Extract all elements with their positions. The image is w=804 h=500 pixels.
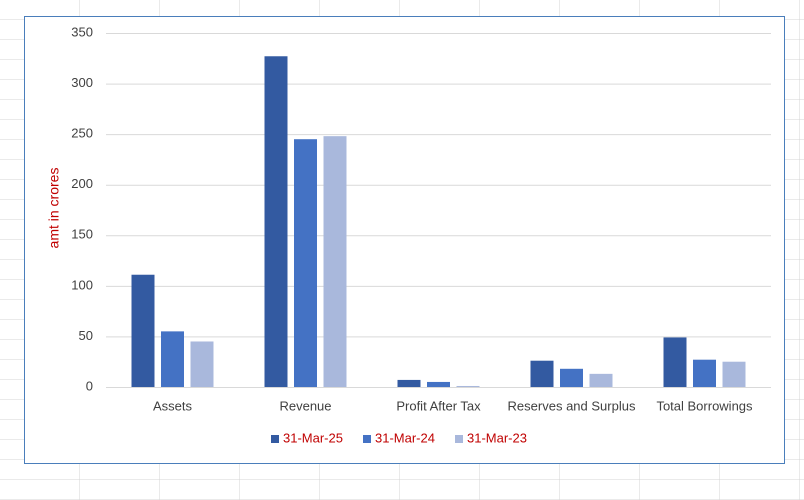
bar (456, 385, 480, 387)
y-tick-label: 250 (71, 126, 93, 141)
bar (722, 361, 746, 387)
bar (294, 139, 317, 387)
legend-swatch (455, 435, 463, 443)
x-tick-label: Profit After Tax (396, 398, 481, 413)
y-tick-label: 300 (71, 75, 93, 90)
y-axis-label: amt in crores (46, 168, 62, 249)
bar (323, 136, 347, 387)
bar (190, 341, 214, 387)
x-tick-label: Total Borrowings (656, 398, 753, 413)
legend-swatch (363, 435, 371, 443)
bar (161, 331, 184, 387)
legend-label: 31-Mar-25 (283, 430, 343, 445)
legend-swatch (271, 435, 279, 443)
y-tick-label: 100 (71, 277, 93, 292)
y-tick-label: 0 (86, 378, 93, 393)
bar (693, 359, 716, 387)
y-tick-label: 150 (71, 227, 93, 242)
legend-label: 31-Mar-23 (467, 430, 527, 445)
x-tick-label: Reserves and Surplus (508, 398, 636, 413)
bar (530, 360, 554, 387)
bar (589, 373, 613, 387)
legend-label: 31-Mar-24 (375, 430, 435, 445)
bar (131, 274, 155, 387)
bar (427, 381, 450, 387)
x-tick-label: Revenue (279, 398, 331, 413)
chart-frame (24, 16, 785, 464)
bar (264, 56, 288, 388)
bar (397, 379, 421, 387)
bar (663, 337, 687, 387)
y-tick-label: 200 (71, 176, 93, 191)
y-tick-label: 350 (71, 24, 93, 39)
bar (560, 368, 583, 387)
x-tick-label: Assets (153, 398, 193, 413)
y-tick-label: 50 (79, 328, 93, 343)
